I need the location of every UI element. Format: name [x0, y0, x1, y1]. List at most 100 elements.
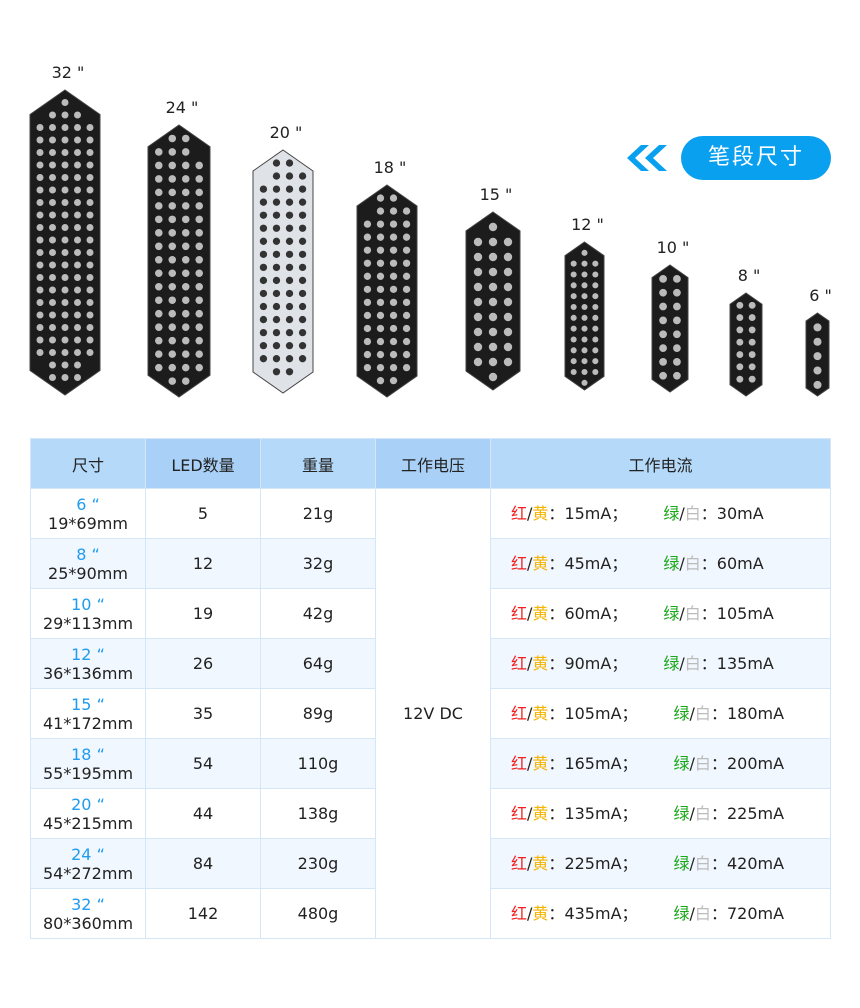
led-dot [49, 124, 56, 131]
led-dot [285, 198, 294, 206]
colon: ： [700, 504, 717, 523]
led-dot [74, 324, 81, 331]
led-dot [49, 286, 56, 294]
red-label: 红 [511, 704, 528, 723]
led-dot [259, 302, 268, 311]
green-label: 绿 [673, 704, 690, 723]
led-dot [155, 242, 163, 251]
led-segment [252, 149, 314, 394]
led-dot [402, 285, 411, 294]
led-dot [155, 296, 163, 304]
size-inch: 32 “ [71, 894, 105, 914]
led-dot [298, 328, 307, 337]
red-label: 红 [511, 554, 528, 573]
led-dot [36, 149, 44, 156]
green-label: 绿 [673, 854, 690, 873]
current-cell: 红/黄：15mA； 绿/白：30mA [490, 488, 831, 539]
led-dot [285, 368, 294, 376]
led-dot [473, 267, 483, 277]
led-dot [36, 174, 44, 181]
led-dot [488, 312, 498, 322]
led-dot [376, 194, 385, 202]
white-label: 白 [684, 604, 701, 623]
led-dot [36, 236, 44, 244]
led-dot [581, 358, 588, 365]
white-label: 白 [684, 554, 701, 573]
size-mm: 36*136mm [42, 663, 134, 683]
led-dot [36, 224, 44, 231]
led-dot [389, 337, 398, 346]
colon: ： [710, 904, 727, 923]
led-dot [473, 342, 483, 352]
current-cell: 红/黄：165mA； 绿/白：200mA [490, 738, 831, 789]
led-dot [86, 311, 94, 319]
led-dot [363, 324, 372, 333]
led-dot [592, 293, 599, 300]
led-dot [259, 211, 268, 219]
led-dot [402, 207, 411, 215]
red-yellow-current: 135mA； [564, 804, 638, 823]
red-label: 红 [511, 854, 528, 873]
led-dot [570, 303, 577, 311]
led-dot [74, 211, 81, 219]
red-label: 红 [511, 904, 528, 923]
sep: / [689, 854, 695, 873]
led-dot [61, 111, 69, 119]
colon: ： [548, 504, 565, 523]
led-dot [155, 215, 163, 224]
colon: ： [700, 554, 717, 573]
size-cell: 15 “41*172mm [30, 688, 146, 739]
led-dot [673, 330, 681, 339]
led-dot [195, 336, 203, 345]
led-dot [49, 361, 56, 369]
white-label: 白 [694, 704, 711, 723]
led-dot [659, 302, 667, 311]
led-dot [181, 296, 190, 304]
led-dot [389, 194, 398, 202]
led-dot [74, 199, 81, 206]
yellow-label: 黄 [532, 904, 549, 923]
led-dot [272, 302, 281, 311]
led-dot [581, 336, 588, 343]
led-dot [168, 242, 177, 251]
led-dot [195, 229, 203, 237]
led-dot [74, 136, 81, 144]
led-dot [285, 315, 294, 324]
led-dot [86, 211, 94, 219]
led-dot [61, 336, 69, 344]
led-dot [389, 363, 398, 372]
red-yellow-current: 435mA； [564, 904, 638, 923]
led-dot [376, 259, 385, 267]
led-dot [285, 342, 294, 350]
weight-cell: 32g [260, 538, 376, 589]
led-dot [272, 289, 281, 298]
led-dot [259, 237, 268, 245]
led-dot [181, 242, 190, 251]
led-dot [61, 349, 69, 356]
led-dot [181, 134, 190, 143]
led-dot [181, 282, 190, 291]
weight-cell: 480g [260, 888, 376, 939]
led-dot [592, 336, 599, 343]
led-dot [298, 211, 307, 219]
led-dot [736, 301, 744, 309]
colon: ： [710, 704, 727, 723]
red-label: 红 [511, 804, 528, 823]
led-dot [61, 99, 69, 106]
led-dot [503, 327, 513, 337]
led-dot [181, 202, 190, 210]
led-dot [155, 269, 163, 278]
product-size-label: 8 " [737, 266, 761, 285]
led-dot [168, 215, 177, 224]
led-dot [259, 355, 268, 363]
led-dot [376, 377, 385, 385]
sep: / [679, 554, 685, 573]
led-dot [402, 259, 411, 267]
table-row: 12 “36*136mm 26 64g 红/黄：90mA； 绿/白：135mA [30, 638, 831, 689]
double-chevron-left-icon [627, 145, 667, 171]
led-dot [36, 261, 44, 269]
led-dot [813, 352, 822, 361]
sep: / [527, 754, 533, 773]
sep: / [527, 554, 533, 573]
led-dot [581, 271, 588, 278]
